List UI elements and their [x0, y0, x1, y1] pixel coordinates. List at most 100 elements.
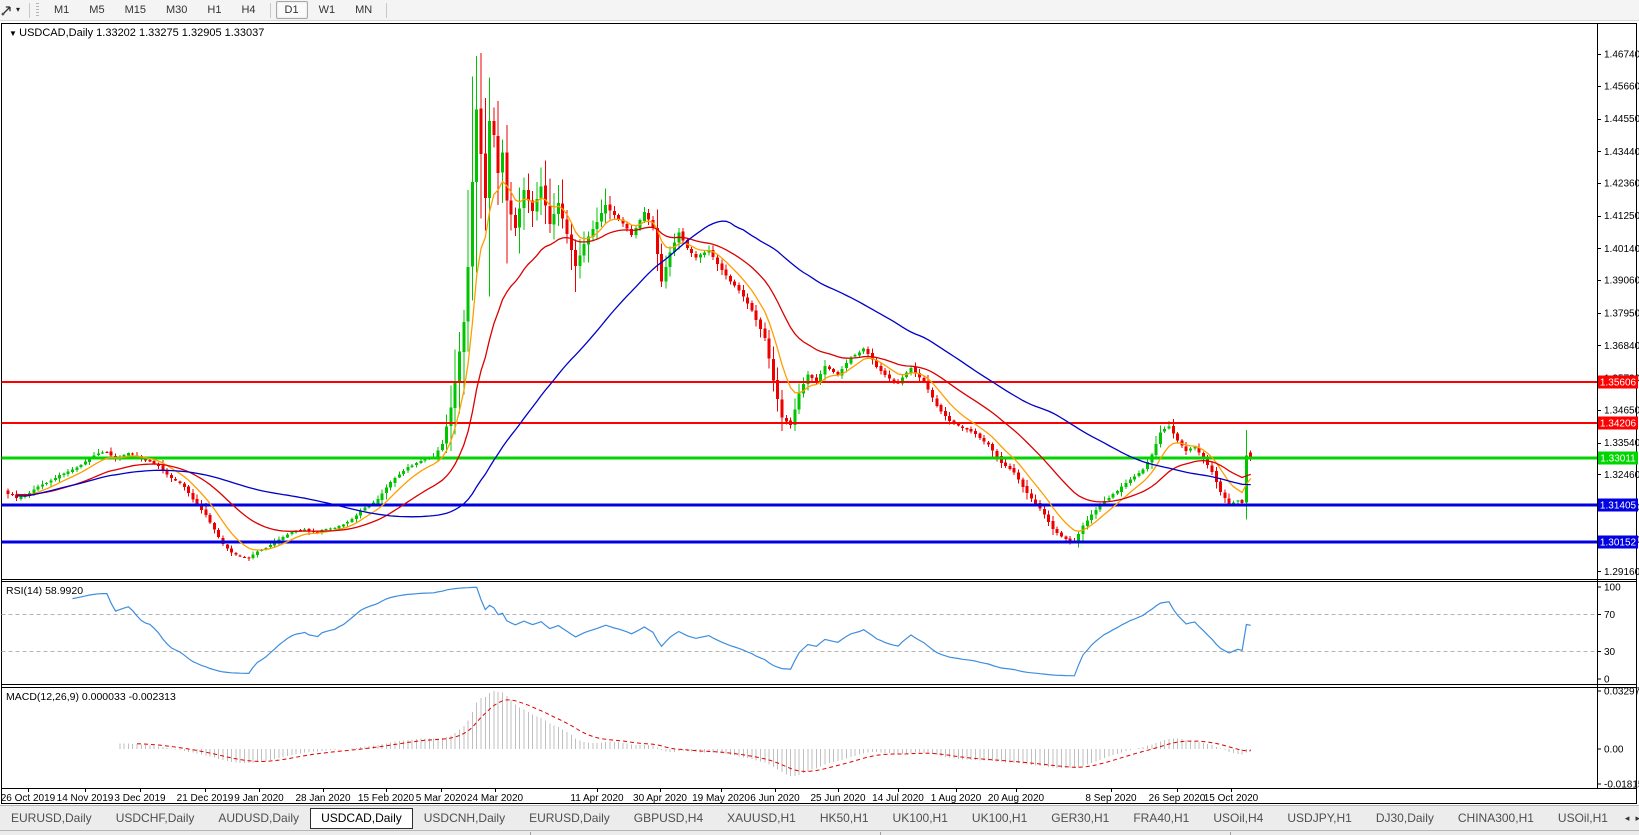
toolbar-separator [29, 2, 31, 18]
svg-text:1.42360: 1.42360 [1604, 179, 1639, 190]
timeframe-button-m30[interactable]: M30 [165, 4, 188, 16]
svg-text:1.40140: 1.40140 [1604, 244, 1639, 255]
macd-pane: 0.032972 0.00 -0.018154 MACD(12,26,9) 0.000… [6, 687, 1639, 791]
tab-eurusd-daily[interactable]: EURUSD,Daily [529, 810, 610, 825]
chart-window[interactable]: 1.46740 1.45660 1.44550 1.43440 1.42360 1.412… [0, 21, 1639, 805]
tab-ger30-h1[interactable]: GER30,H1 [1051, 810, 1110, 825]
svg-text:15 Feb 2020: 15 Feb 2020 [358, 793, 415, 804]
ma-fast-line [16, 180, 1252, 551]
svg-text:9 Jan 2020: 9 Jan 2020 [234, 793, 284, 804]
svg-text:1.29160: 1.29160 [1604, 567, 1639, 578]
svg-text:1.34650: 1.34650 [1604, 405, 1639, 416]
ma-medium-line [16, 226, 1251, 532]
svg-text:30: 30 [1604, 647, 1616, 658]
tab-dj30-daily[interactable]: DJ30,Daily [1375, 810, 1434, 825]
svg-text:14 Nov 2019: 14 Nov 2019 [57, 793, 114, 804]
svg-text:28 Jan 2020: 28 Jan 2020 [295, 793, 350, 804]
tab-audusd-daily[interactable]: AUDUSD,Daily [218, 810, 300, 825]
tab-uk100-h1[interactable]: UK100,H1 [971, 810, 1028, 825]
chart-title: ▼ USDCAD,Daily 1.33202 1.33275 1.32905 1… [9, 27, 264, 39]
rsi-line [72, 586, 1251, 677]
tool-dropdown-caret[interactable]: ▾ [16, 5, 21, 14]
status-bar [0, 830, 1639, 835]
svg-text:1.37950: 1.37950 [1604, 308, 1639, 319]
crosshair-tool-button[interactable]: ▾ [0, 1, 24, 19]
status-separator [530, 832, 531, 835]
chart-canvas[interactable]: 1.46740 1.45660 1.44550 1.43440 1.42360 1.412… [0, 21, 1639, 805]
svg-text:1 Aug 2020: 1 Aug 2020 [931, 793, 982, 804]
timeframe-button-m15[interactable]: M15 [124, 4, 146, 16]
svg-text:5 Mar 2020: 5 Mar 2020 [416, 793, 467, 804]
ma-slow [16, 220, 1251, 518]
timeframe-button-w1[interactable]: W1 [318, 4, 336, 16]
tab-gbpusd-h4[interactable]: GBPUSD,H4 [633, 810, 704, 825]
horizontal-lines: 1.35606 1.34206 1.33011 1.31405 1.30152 [1, 375, 1638, 549]
timeframe-button-d1[interactable]: D1 [275, 1, 308, 19]
tab-xauusd-h1[interactable]: XAUUSD,H1 [727, 810, 796, 825]
svg-text:1.31405: 1.31405 [1600, 501, 1637, 512]
svg-text:15 Oct 2020: 15 Oct 2020 [1204, 793, 1259, 804]
tab-scroll-right-icon[interactable]: ▸ [1635, 812, 1639, 823]
tab-china300-h1[interactable]: CHINA300,H1 [1457, 810, 1534, 825]
svg-text:3 Dec 2019: 3 Dec 2019 [114, 793, 166, 804]
rsi-pane: 100 70 30 0 RSI(14) 58.9920 [1, 583, 1621, 686]
tab-usdcad-daily[interactable]: USDCAD,Daily [310, 807, 413, 829]
svg-text:1.36840: 1.36840 [1604, 341, 1639, 352]
status-separator [880, 832, 881, 835]
tab-uk100-h1[interactable]: UK100,H1 [892, 810, 948, 825]
timeframe-button-m5[interactable]: M5 [89, 4, 105, 16]
svg-text:70: 70 [1604, 610, 1616, 621]
toolbar-grip[interactable] [36, 3, 40, 17]
tab-usdjpy-h1[interactable]: USDJPY,H1 [1287, 810, 1352, 825]
svg-text:1.46740: 1.46740 [1604, 50, 1639, 61]
tab-usdchf-daily[interactable]: USDCHF,Daily [115, 810, 195, 825]
svg-text:20 Aug 2020: 20 Aug 2020 [988, 793, 1045, 804]
svg-text:0: 0 [1604, 675, 1610, 686]
tab-usoil-h4[interactable]: USOil,H4 [1213, 810, 1264, 825]
svg-text:1.32460: 1.32460 [1604, 470, 1639, 481]
svg-text:21 Dec 2019: 21 Dec 2019 [177, 793, 234, 804]
svg-text:11 Apr 2020: 11 Apr 2020 [570, 793, 624, 804]
svg-text:26 Oct 2019: 26 Oct 2019 [1, 793, 56, 804]
tab-hk50-h1[interactable]: HK50,H1 [819, 810, 869, 825]
tab-usoil-h1[interactable]: USOil,H1 [1557, 810, 1608, 825]
svg-text:1.30152: 1.30152 [1600, 538, 1637, 549]
chart-frame [1, 23, 1637, 804]
timeframe-button-mn[interactable]: MN [355, 4, 373, 16]
svg-text:▼ USDCAD,Daily 1.33202 1.3327: ▼ USDCAD,Daily 1.33202 1.33275 1.32905 1… [9, 27, 264, 39]
svg-text:1.34206: 1.34206 [1600, 419, 1637, 430]
chart-tab-bar: EURUSD,Daily USDCHF,Daily AUDUSD,Daily USDC… [0, 805, 1639, 830]
timeframe-button-m1[interactable]: M1 [54, 4, 70, 16]
svg-text:0.00: 0.00 [1604, 745, 1624, 756]
svg-text:1.33011: 1.33011 [1600, 454, 1636, 465]
svg-text:24 Mar 2020: 24 Mar 2020 [467, 793, 524, 804]
timeframe-button-h4[interactable]: H4 [241, 4, 256, 16]
toolbar-separator [386, 2, 388, 18]
toolbar: ▾ M1 M5 M15 M30 H1 H4 D1 W1 MN [0, 0, 1639, 21]
svg-text:1.39060: 1.39060 [1604, 276, 1639, 287]
date-axis: 26 Oct 2019 14 Nov 2019 3 Dec 2019 21 Dec 2… [1, 789, 1259, 804]
svg-text:1.35606: 1.35606 [1600, 378, 1637, 389]
svg-text:-0.018154: -0.018154 [1604, 780, 1639, 791]
ma-fast [16, 180, 1252, 551]
tab-scroll-left-icon[interactable]: ◂ [1624, 812, 1630, 823]
svg-text:1.43440: 1.43440 [1604, 147, 1639, 158]
svg-text:100: 100 [1604, 583, 1621, 594]
svg-text:26 Sep 2020: 26 Sep 2020 [1149, 793, 1206, 804]
svg-text:1.44550: 1.44550 [1604, 114, 1639, 125]
svg-text:6 Jun 2020: 6 Jun 2020 [750, 793, 800, 804]
svg-text:RSI(14) 58.9920: RSI(14) 58.9920 [6, 585, 83, 597]
svg-text:8 Sep 2020: 8 Sep 2020 [1085, 793, 1137, 804]
tab-fra40-h1[interactable]: FRA40,H1 [1133, 810, 1190, 825]
svg-text:1.41250: 1.41250 [1604, 211, 1639, 222]
tab-usdcnh-daily[interactable]: USDCNH,Daily [423, 810, 506, 825]
tab-eurusd-daily[interactable]: EURUSD,Daily [11, 810, 92, 825]
ma-slow-line [16, 220, 1251, 518]
tab-scroll-arrows: ◂ ▸ [1619, 813, 1639, 824]
timeframe-button-h1[interactable]: H1 [207, 4, 222, 16]
svg-text:25 Jun 2020: 25 Jun 2020 [810, 793, 865, 804]
crosshair-icon [1, 5, 11, 15]
svg-text:MACD(12,26,9) 0.000033 -0.0023: MACD(12,26,9) 0.000033 -0.002313 [6, 691, 176, 703]
svg-text:14 Jul 2020: 14 Jul 2020 [872, 793, 924, 804]
svg-text:19 May 2020: 19 May 2020 [692, 793, 750, 804]
